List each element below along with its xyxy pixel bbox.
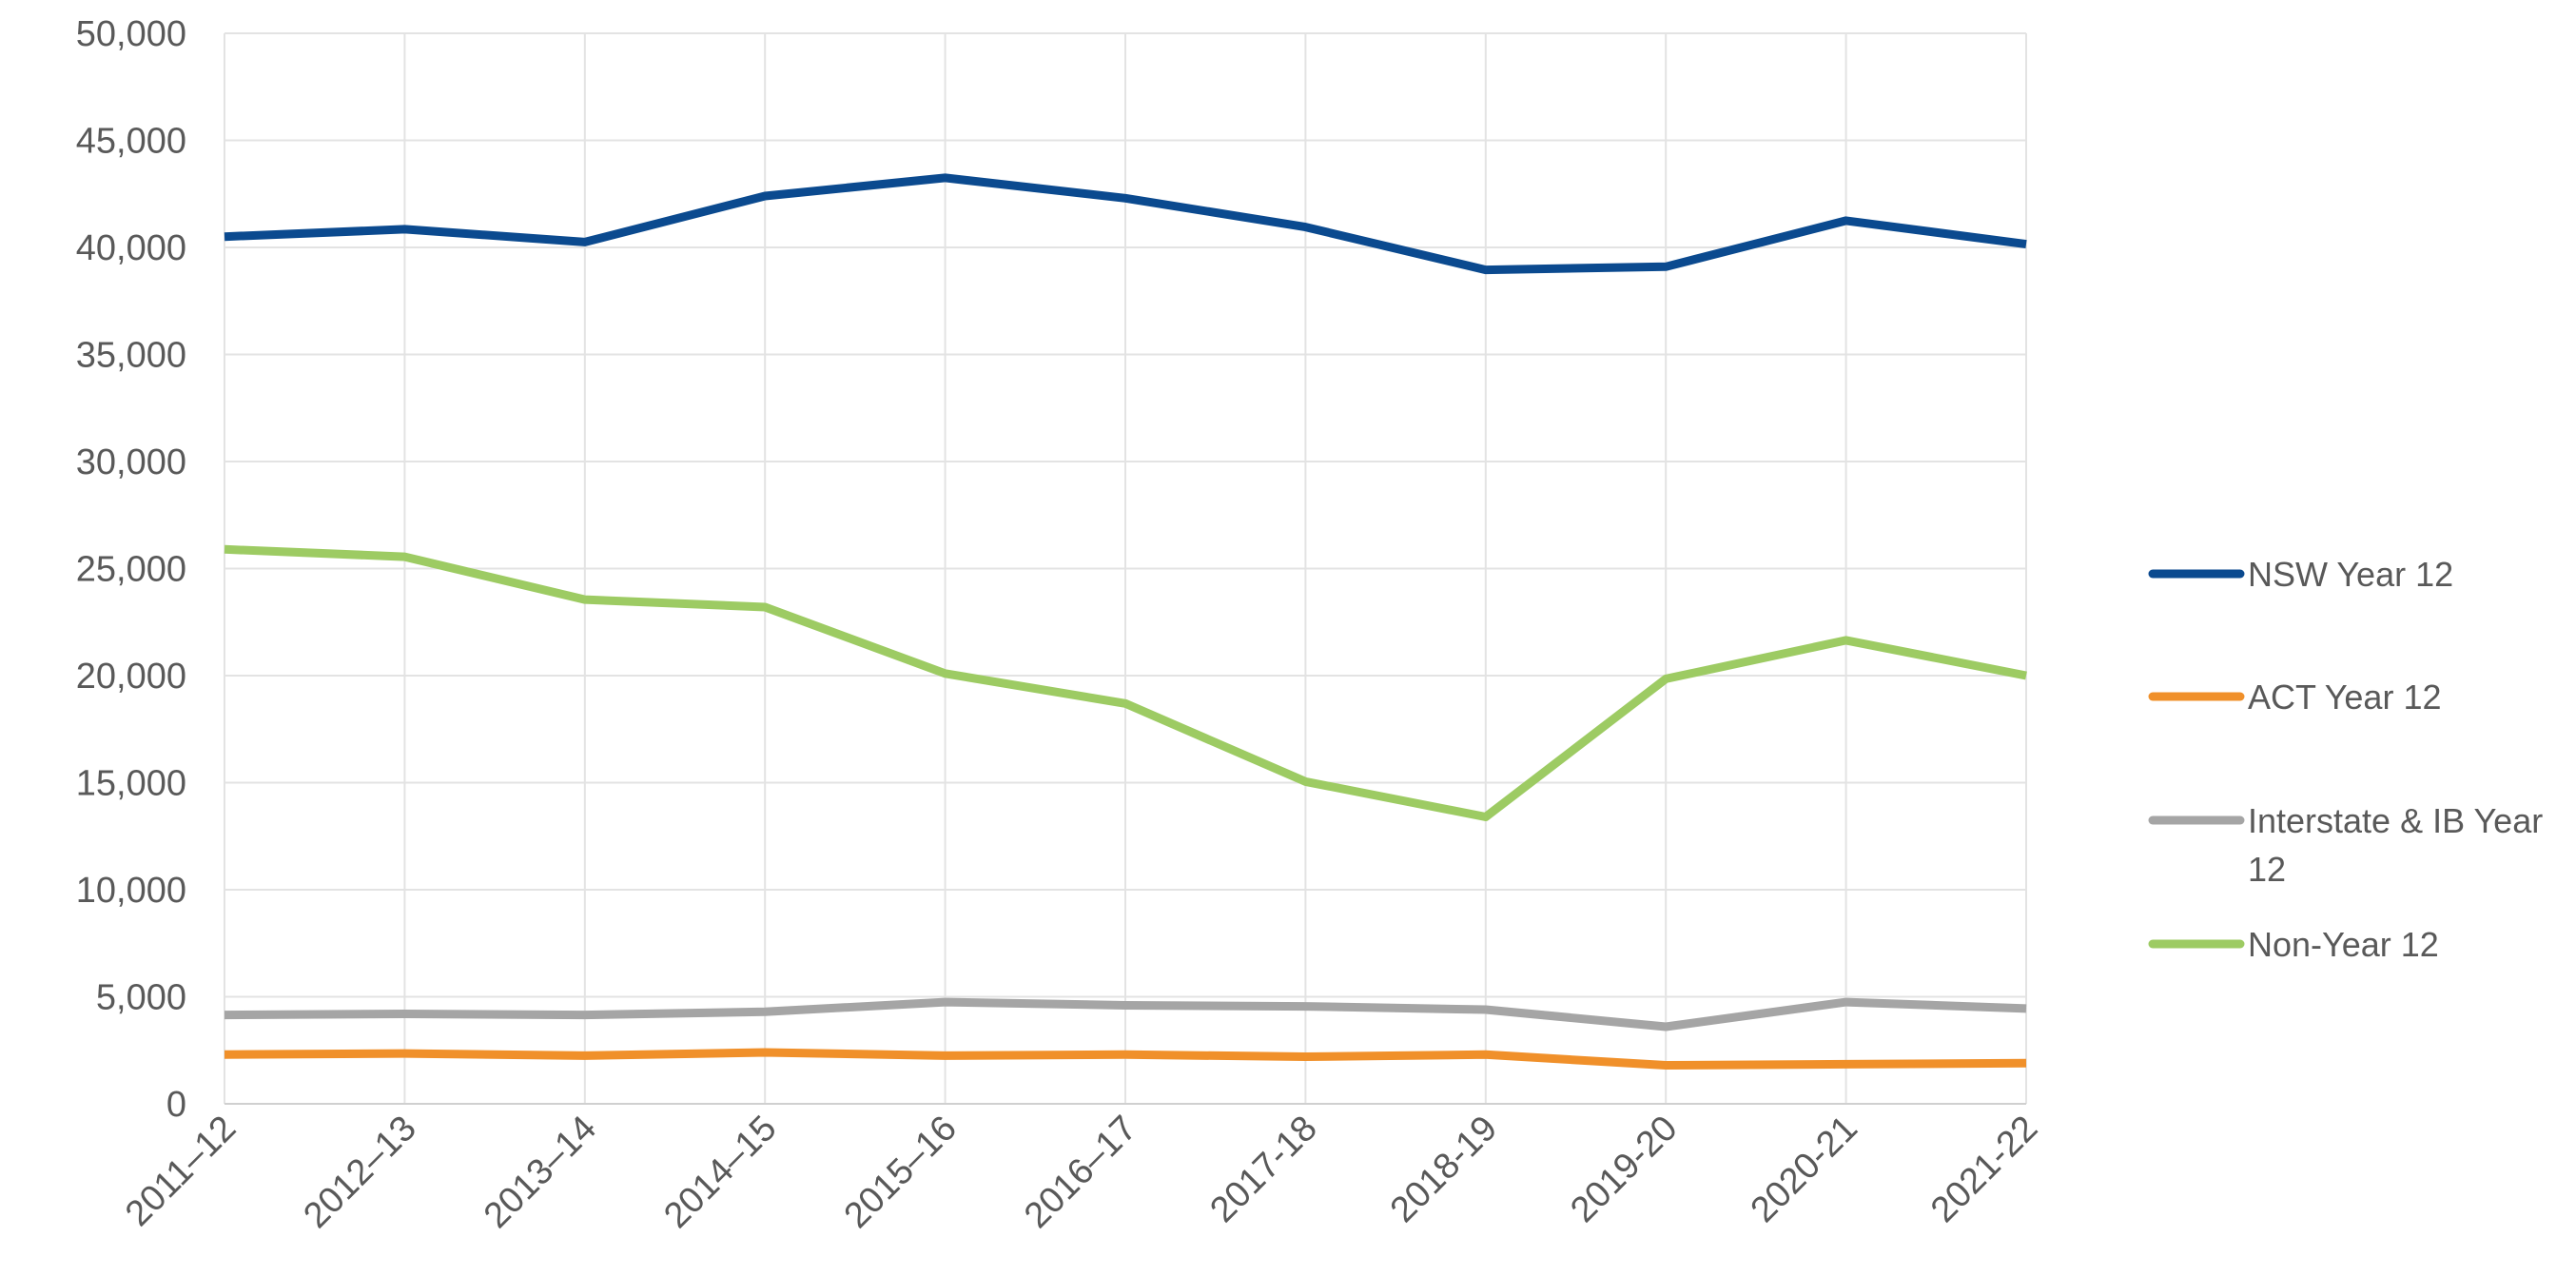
series-line <box>224 173 2027 275</box>
legend-item: Non-Year 12 <box>2148 925 2439 964</box>
x-tick-label: 2014–15 <box>656 1109 784 1236</box>
x-tick-label: 2016–17 <box>1017 1109 1144 1236</box>
y-tick-label: 25,000 <box>76 550 186 590</box>
y-tick-label: 50,000 <box>76 14 186 54</box>
series-line <box>224 1048 2027 1070</box>
x-tick-label: 2012–13 <box>296 1109 423 1236</box>
x-tick-label: 2021-22 <box>1923 1109 2045 1230</box>
legend-item: Interstate & IB Year 12 <box>2148 801 2543 889</box>
y-tick-label: 35,000 <box>76 336 186 376</box>
y-tick-label: 30,000 <box>76 442 186 482</box>
legend-item: NSW Year 12 <box>2148 555 2453 594</box>
x-tick-label: 2019-20 <box>1563 1109 1685 1230</box>
x-tick-label: 2015–16 <box>837 1109 965 1236</box>
x-tick-label: 2011–12 <box>118 1109 244 1234</box>
x-tick-label: 2013–14 <box>477 1109 604 1236</box>
series-line <box>224 544 2027 821</box>
x-tick-labels: 2011–12 2012–13 2013–14 2014–15 2015–16 2016–… <box>118 1109 2045 1236</box>
legend-label: NSW Year 12 <box>2248 555 2453 594</box>
y-tick-label: 15,000 <box>76 764 186 804</box>
y-tick-label: 0 <box>166 1085 186 1125</box>
y-tick-label: 5,000 <box>96 978 186 1018</box>
series-lines <box>224 173 2027 1070</box>
y-tick-label: 45,000 <box>76 122 186 162</box>
gridlines <box>224 32 2027 1104</box>
x-tick-label: 2017-18 <box>1202 1109 1324 1230</box>
y-tick-label: 20,000 <box>76 657 186 697</box>
y-tick-label: 10,000 <box>76 871 186 911</box>
legend-label: Interstate & IB Year 12 <box>2248 801 2543 889</box>
legend: NSW Year 12 ACT Year 12 Interstate & IB Ye… <box>2148 555 2543 964</box>
y-tick-labels: 0 5,000 10,000 15,000 20,000 25,000 30,000 35,0… <box>76 14 186 1125</box>
legend-label: ACT Year 12 <box>2248 678 2441 717</box>
series-line <box>224 997 2027 1031</box>
x-tick-label: 2018-19 <box>1383 1109 1505 1230</box>
x-tick-label: 2020-21 <box>1744 1109 1865 1230</box>
y-tick-label: 40,000 <box>76 228 186 268</box>
legend-label: Non-Year 12 <box>2248 925 2439 964</box>
legend-item: ACT Year 12 <box>2148 678 2441 717</box>
